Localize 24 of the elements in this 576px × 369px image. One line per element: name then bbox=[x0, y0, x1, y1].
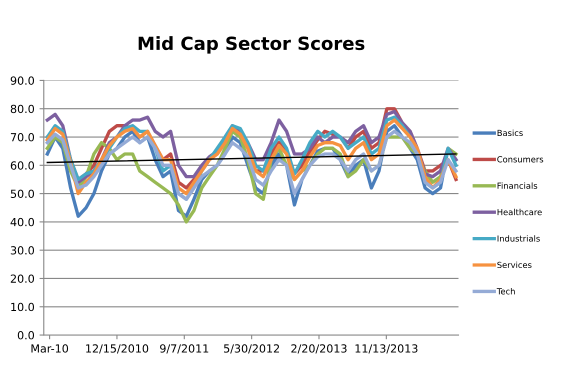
legend-label: Industrials bbox=[498, 235, 540, 242]
x-tick-label: 11/13/2013 bbox=[356, 344, 418, 354]
x-tick-label: 9/7/2011 bbox=[160, 344, 208, 354]
legend-label: Healthcare bbox=[498, 208, 542, 216]
y-tick-label: 80.0 bbox=[10, 104, 34, 114]
legend-label: Basics bbox=[498, 130, 523, 136]
legend-label: Consumers bbox=[497, 156, 544, 162]
y-tick-label: 90.0 bbox=[10, 76, 34, 85]
x-tick-label: 5/30/2012 bbox=[224, 344, 280, 354]
x-tick-label: 2/20/2013 bbox=[291, 344, 347, 354]
legend-label: Services bbox=[497, 262, 532, 268]
legend-label: Tech bbox=[496, 288, 515, 294]
y-tick-label: 30.0 bbox=[10, 246, 34, 255]
y-tick-label: 40.0 bbox=[10, 218, 34, 226]
y-tick-label: 50.0 bbox=[10, 190, 34, 198]
y-tick-label: 60.0 bbox=[10, 161, 34, 170]
y-tick-label: 70.0 bbox=[10, 132, 34, 142]
y-tick-label: 10.0 bbox=[11, 302, 34, 312]
y-tick-label: 0.0 bbox=[18, 331, 34, 340]
y-tick-label: 20.0 bbox=[10, 274, 34, 283]
x-tick-label: 12/15/2010 bbox=[86, 344, 148, 354]
legend-label: Financials bbox=[498, 182, 538, 189]
x-tick-label: Mar-10 bbox=[31, 344, 68, 353]
chart-title: Mid Cap Sector Scores bbox=[138, 36, 364, 54]
